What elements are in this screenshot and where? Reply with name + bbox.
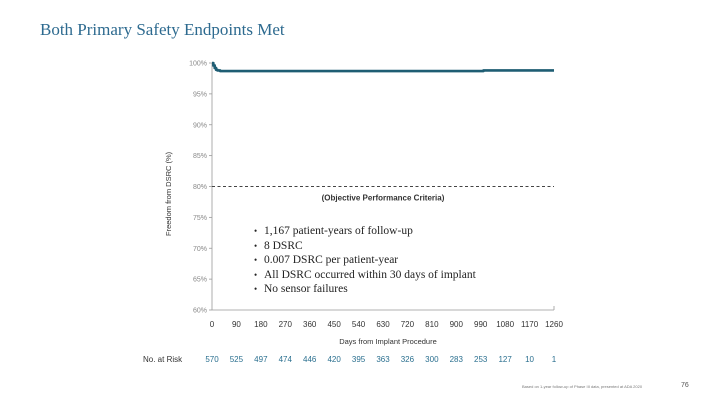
at-risk-count: 10 xyxy=(525,355,534,364)
key-findings-list: 1,167 patient-years of follow-up 8 DSRC … xyxy=(254,224,476,297)
at-risk-count: 1 xyxy=(552,355,557,364)
x-tick-label: 360 xyxy=(303,320,317,329)
y-axis-title: Freedom from DSRC (%) xyxy=(164,151,173,236)
footnote: Based on 1-year follow-up of Phase III d… xyxy=(522,384,643,389)
at-risk-count: 497 xyxy=(254,355,268,364)
at-risk-count: 420 xyxy=(327,355,341,364)
opc-reference: (Objective Performance Criteria) xyxy=(212,186,554,203)
at-risk-count: 395 xyxy=(352,355,366,364)
bullet-item: 8 DSRC xyxy=(254,239,476,254)
y-tick-label: 60% xyxy=(193,308,207,315)
x-tick-label: 1170 xyxy=(521,320,539,329)
bullet-item: No sensor failures xyxy=(254,282,476,297)
at-risk-count: 283 xyxy=(450,355,464,364)
x-tick-label: 900 xyxy=(450,320,464,329)
y-tick-label: 75% xyxy=(193,215,207,222)
at-risk-count: 570 xyxy=(205,355,219,364)
y-tick-label: 70% xyxy=(193,246,207,253)
page-number: 76 xyxy=(681,382,689,389)
x-tick-label: 180 xyxy=(254,320,268,329)
x-tick-label: 1080 xyxy=(496,320,514,329)
x-tick-label: 90 xyxy=(232,320,241,329)
at-risk-row: No. at Risk 570 525 497 474 446 420 395 363 326 30… xyxy=(143,355,557,364)
at-risk-count: 300 xyxy=(425,355,439,364)
x-tick-label: 540 xyxy=(352,320,366,329)
y-tick-label: 95% xyxy=(193,91,207,98)
x-tick-label: 0 xyxy=(210,320,215,329)
survival-curve xyxy=(212,61,554,73)
at-risk-count: 253 xyxy=(474,355,488,364)
opc-label: (Objective Performance Criteria) xyxy=(322,194,445,203)
x-tick-label: 810 xyxy=(425,320,439,329)
y-tick-label: 65% xyxy=(193,277,207,284)
y-tick-label: 80% xyxy=(193,184,207,191)
slide-title: Both Primary Safety Endpoints Met xyxy=(40,20,285,39)
x-tick-labels: 0 90 180 270 360 450 540 630 720 810 900 990 1080 117… xyxy=(210,320,564,329)
at-risk-count: 326 xyxy=(401,355,415,364)
x-tick-label: 720 xyxy=(401,320,415,329)
x-tick-label: 990 xyxy=(474,320,488,329)
x-tick-label: 450 xyxy=(327,320,341,329)
at-risk-count: 363 xyxy=(376,355,390,364)
at-risk-label: No. at Risk xyxy=(143,355,183,364)
at-risk-count: 446 xyxy=(303,355,317,364)
bullet-item: 0.007 DSRC per patient-year xyxy=(254,253,476,268)
x-tick-label: 1260 xyxy=(545,320,563,329)
y-tick-label: 100% xyxy=(189,61,207,68)
x-tick-label: 270 xyxy=(279,320,293,329)
at-risk-count: 474 xyxy=(279,355,293,364)
chart-series xyxy=(212,61,554,73)
bullet-item: All DSRC occurred within 30 days of impl… xyxy=(254,268,476,283)
x-axis-title: Days from Implant Procedure xyxy=(339,337,437,346)
bullet-item: 1,167 patient-years of follow-up xyxy=(254,224,476,239)
y-tick-label: 90% xyxy=(193,122,207,129)
x-tick-label: 630 xyxy=(376,320,390,329)
y-tick-label: 85% xyxy=(193,153,207,160)
at-risk-count: 127 xyxy=(498,355,512,364)
at-risk-count: 525 xyxy=(230,355,244,364)
